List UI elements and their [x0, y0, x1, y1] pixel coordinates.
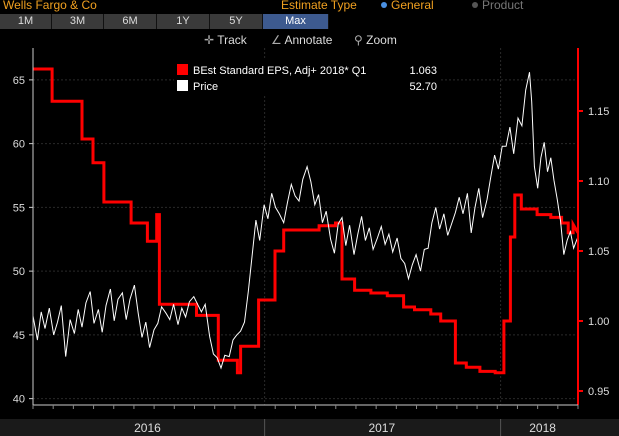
left-tick-label: 60 — [13, 139, 25, 151]
left-tick-label: 40 — [13, 394, 25, 406]
radio-product[interactable]: Product — [472, 0, 523, 12]
tab-1m[interactable]: 1M — [0, 14, 52, 29]
legend-name: Price — [193, 81, 218, 93]
year-label: 2016 — [134, 421, 161, 435]
legend-swatch — [177, 64, 188, 75]
left-axis: 40 45 50 55 60 65 — [13, 48, 34, 406]
left-tick-label: 55 — [13, 202, 25, 214]
year-label: 2018 — [529, 421, 556, 435]
legend-value: 1.063 — [409, 65, 437, 77]
x-axis: 2016 2017 2018 — [0, 404, 619, 436]
legend-swatch — [177, 80, 188, 91]
crosshair-icon: ✛ — [204, 33, 215, 47]
eps-line — [33, 67, 580, 375]
right-tick-label: 1.10 — [588, 176, 609, 188]
security-title: Wells Fargo & Co — [3, 0, 97, 12]
header-bar: Wells Fargo & Co Estimate Type General P… — [0, 0, 619, 14]
radio-general-label: General — [391, 0, 434, 12]
x-axis-band — [0, 419, 619, 436]
tab-5y[interactable]: 5Y — [210, 14, 263, 29]
tab-3m[interactable]: 3M — [52, 14, 104, 29]
radio-general[interactable]: General — [381, 0, 434, 12]
left-tick-label: 65 — [13, 75, 25, 87]
pencil-icon: ∠ — [271, 33, 282, 47]
right-tick-label: 1.00 — [588, 316, 609, 328]
price-line — [32, 72, 579, 370]
legend-box — [174, 60, 440, 94]
zoom-label: Zoom — [366, 33, 397, 47]
right-axis: 0.95 1.00 1.05 1.10 1.15 — [577, 48, 609, 405]
radio-selected-icon — [381, 1, 387, 8]
right-tick-label: 0.95 — [588, 386, 609, 398]
legend-name: BEst Standard EPS, Adj+ 2018* Q1 — [193, 65, 366, 77]
track-label: Track — [217, 33, 247, 47]
left-tick-label: 50 — [13, 266, 25, 278]
tab-1y[interactable]: 1Y — [157, 14, 210, 29]
zoom-tool[interactable]: ⚲ Zoom — [354, 31, 397, 49]
radio-unselected-icon — [472, 1, 478, 8]
annotate-label: Annotate — [284, 33, 333, 47]
right-tick-label: 1.15 — [588, 106, 609, 118]
right-tick-label: 1.05 — [588, 246, 609, 258]
grid — [0, 48, 619, 436]
magnifier-icon: ⚲ — [354, 33, 363, 47]
tab-max[interactable]: Max — [263, 14, 329, 29]
left-tick-label: 45 — [13, 330, 25, 342]
year-label: 2017 — [368, 421, 395, 435]
eps-series — [33, 67, 580, 375]
radio-product-label: Product — [482, 0, 524, 12]
legend-value: 52.70 — [409, 81, 437, 93]
estimate-type-label: Estimate Type — [281, 0, 357, 12]
legend: BEst Standard EPS, Adj+ 2018* Q1 1.063 Pri… — [174, 60, 440, 94]
annotate-tool[interactable]: ∠ Annotate — [271, 31, 332, 49]
price-series — [32, 72, 579, 370]
tab-6m[interactable]: 6M — [104, 14, 157, 29]
plot-background — [0, 48, 619, 436]
track-tool[interactable]: ✛ Track — [204, 31, 247, 49]
